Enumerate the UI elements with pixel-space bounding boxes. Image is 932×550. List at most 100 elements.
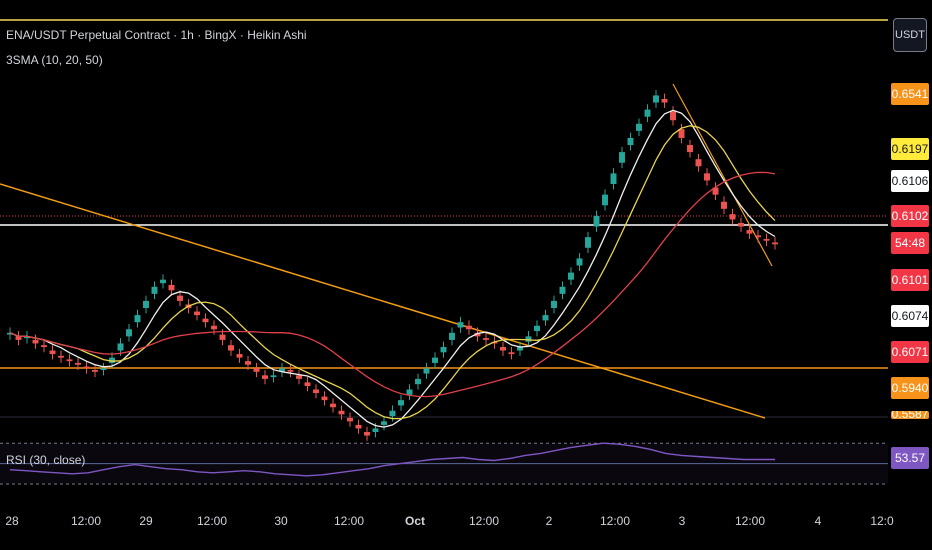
candle-body [100,368,107,371]
candle [75,357,81,371]
time-axis-label: Oct [405,514,425,528]
time-axis-label: 12:00 [735,514,765,528]
candle-body [92,370,98,372]
candle [270,370,277,383]
candle-body [236,354,243,358]
candle-body [474,332,481,337]
candle-body [117,343,124,351]
price-tag[interactable]: 54:48 [891,232,929,254]
candle-body [58,355,64,358]
time-axis-label: 28 [5,514,19,528]
candle-body [321,396,328,401]
price-pane[interactable] [0,19,888,441]
candle-body [134,315,141,323]
candle [304,377,311,392]
candle [602,189,608,211]
time-axis-label: 30 [274,514,288,528]
candle-body [432,357,438,363]
candle [41,339,47,353]
candle-body [568,272,574,280]
candle [279,362,285,378]
candle [500,341,506,356]
price-tag[interactable]: 0.5587 [891,411,929,419]
sma-line [9,125,776,420]
time-axis-label: 12:00 [469,514,499,528]
candle [134,309,141,328]
price-tag[interactable]: 0.6102 [891,205,929,227]
rsi-pane[interactable] [0,442,888,485]
price-tag[interactable]: 0.6197 [891,138,929,160]
candle-body [7,332,13,335]
time-axis-label: 12:00 [197,514,227,528]
candle [253,362,260,378]
candle [15,331,22,346]
candle-body [457,322,464,328]
candle [126,323,132,342]
rsi-value-tag[interactable]: 53.57 [891,447,929,469]
candle [58,350,64,363]
candle-body [330,403,336,408]
candle-body [542,315,549,321]
candle [746,224,753,239]
currency-button[interactable]: USDT [893,18,927,52]
sma-line [9,171,776,398]
candle-body [202,318,209,323]
candle-body [449,332,455,340]
price-tag[interactable]: 0.6074 [891,305,929,327]
price-tag[interactable]: 0.6541 [891,83,929,105]
candle [83,361,90,374]
candle [678,123,685,144]
candle-body [211,325,217,330]
descending-trendline [0,183,766,419]
candle-body [287,370,294,372]
candle [381,416,387,431]
time-axis-label: 12:00 [71,514,101,528]
candle [202,313,209,328]
candle-body [296,375,302,379]
candle-body [661,98,668,103]
time-axis: 28 12:00 29 12:00 30 12:00 Oct 12:00 2 12:00 3 12:0… [5,514,894,528]
rsi-indicator-legend[interactable]: RSI (30, close) [6,453,86,467]
candle-body [551,300,557,309]
candle [610,168,617,190]
candle-body [755,235,761,238]
candle [364,426,370,441]
candle-body [763,238,770,241]
candle [398,394,404,411]
candle [355,419,362,434]
candle [483,332,489,346]
candle-body [746,230,753,234]
candle-body [415,378,421,385]
candle [24,331,30,344]
price-tag[interactable]: 0.6106 [891,170,929,192]
candle-body [49,350,56,355]
candle [695,153,702,172]
candle [508,346,515,360]
price-tag[interactable]: 0.6101 [891,269,929,291]
candle-body [143,300,149,309]
candle [576,253,583,271]
candle-body [738,222,744,227]
candle [100,362,107,376]
candle [474,327,481,342]
candle-body [721,201,727,209]
price-tag[interactable]: 0.5940 [891,377,929,399]
candle-body [32,339,39,344]
candle-body [712,187,719,195]
candle-body [347,417,353,422]
candle-body [270,375,277,378]
sma-indicator-legend[interactable]: 3SMA (10, 20, 50) [6,53,103,67]
candle [287,364,294,378]
candle [151,281,158,300]
candle [406,384,413,401]
time-axis-label: 4 [815,514,822,528]
symbol-title[interactable]: ENA/USDT Perpetual Contract · 1h · BingX… [6,28,307,42]
candle-body [304,382,311,386]
candle-body [525,336,532,342]
candle-body [644,109,651,117]
price-tag[interactable]: 0.6071 [891,341,929,363]
candle-body [262,375,268,379]
candle-body [364,432,370,436]
candle [7,327,13,340]
